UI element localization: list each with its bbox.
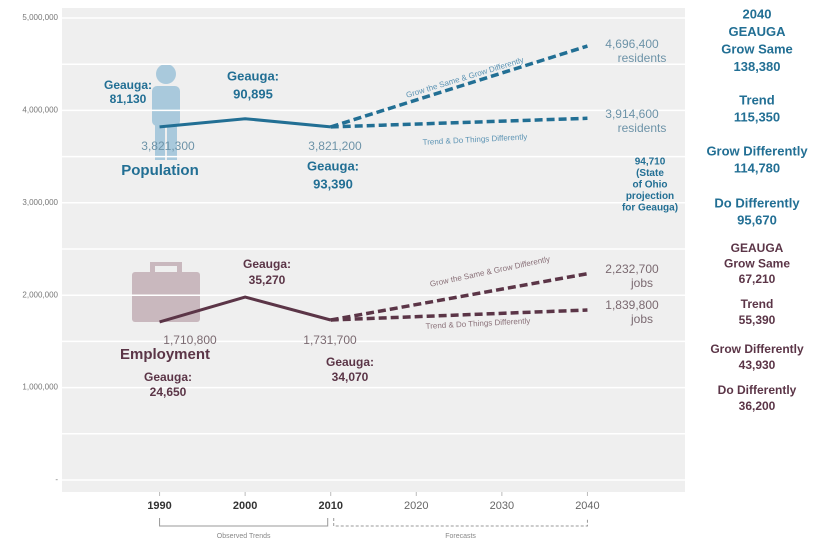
series-line — [330, 271, 588, 322]
x-tick-label: 1990 — [147, 500, 171, 512]
annotation: Grow Same — [721, 41, 793, 56]
unit-label: residents — [618, 121, 667, 135]
y-tick-label: 1,000,000 — [22, 383, 58, 392]
annotation: 43,930 — [739, 358, 776, 372]
data-label: 1,731,700 — [303, 333, 357, 347]
series-line — [159, 117, 331, 129]
unit-label: jobs — [630, 276, 653, 290]
series-name: Population — [121, 162, 199, 179]
y-tick-label: 4,000,000 — [22, 106, 58, 115]
unit-label: residents — [618, 51, 667, 65]
annotation: projection — [626, 191, 674, 202]
annotation: GEAUGA — [728, 24, 786, 39]
y-tick-label: 2,000,000 — [22, 290, 58, 299]
annotation: of Ohio — [633, 180, 668, 191]
data-label: 3,914,600 — [605, 107, 659, 121]
data-label: 3,821,300 — [141, 139, 195, 153]
unit-label: jobs — [630, 312, 653, 326]
annotation: 114,780 — [734, 160, 780, 175]
annotation: Geauga: — [104, 78, 152, 92]
annotation: 81,130 — [110, 92, 147, 106]
annotation: 138,380 — [734, 59, 781, 74]
annotation: Trend — [741, 297, 774, 311]
annotation: Grow Same — [724, 257, 790, 271]
person-icon — [152, 64, 180, 160]
y-tick-label: 5,000,000 — [22, 13, 58, 22]
annotation: Geauga: — [326, 355, 374, 369]
annotation: (State — [636, 168, 664, 179]
x-tick-label: 2030 — [490, 500, 514, 512]
data-label: 3,821,200 — [308, 139, 362, 153]
series-line — [330, 308, 588, 322]
y-tick-label: 3,000,000 — [22, 198, 58, 207]
data-label: 1,839,800 — [605, 298, 659, 312]
series-line — [159, 295, 332, 324]
annotation: Trend — [739, 92, 774, 107]
annotation: Geauga: — [243, 257, 291, 271]
annotation: 115,350 — [734, 109, 780, 124]
annotation: 95,670 — [737, 212, 777, 227]
annotation: Geauga: — [227, 68, 279, 83]
annotation: 90,895 — [233, 86, 273, 101]
series-name: Employment — [120, 346, 210, 363]
series-line — [330, 116, 588, 129]
x-tick-label: 2010 — [318, 500, 342, 512]
annotation: Do Differently — [718, 383, 797, 397]
data-label: 1,710,800 — [163, 333, 217, 347]
annotation: 93,390 — [313, 176, 353, 191]
annotation: 94,710 — [635, 157, 666, 168]
data-label: 4,696,400 — [605, 37, 659, 51]
annotation: 67,210 — [739, 272, 776, 286]
period-bracket — [159, 518, 329, 527]
period-label: Forecasts — [445, 533, 476, 540]
data-label: 2,232,700 — [605, 262, 659, 276]
x-tick-label: 2000 — [233, 500, 257, 512]
plot-background — [62, 8, 685, 492]
x-tick-label: 2040 — [575, 500, 599, 512]
annotation: GEAUGA — [731, 241, 784, 255]
annotation: Grow Differently — [706, 143, 808, 158]
annotation: 35,270 — [249, 273, 286, 287]
annotation: 24,650 — [150, 385, 187, 399]
annotation: 34,070 — [332, 370, 369, 384]
annotation: 36,200 — [739, 399, 776, 413]
series-line — [330, 44, 588, 129]
period-label: Observed Trends — [217, 533, 271, 540]
y-tick-label: - — [55, 475, 58, 484]
briefcase-icon — [132, 262, 200, 322]
annotation: Geauga: — [144, 370, 192, 384]
annotation: 55,390 — [739, 313, 776, 327]
annotation: 2040 — [743, 6, 772, 21]
annotation: Do Differently — [714, 195, 800, 210]
x-tick-label: 2020 — [404, 500, 428, 512]
period-bracket — [333, 518, 588, 527]
annotation: Grow Differently — [710, 342, 804, 356]
annotation: Geauga: — [307, 158, 359, 173]
annotation: for Geauga) — [622, 203, 678, 214]
